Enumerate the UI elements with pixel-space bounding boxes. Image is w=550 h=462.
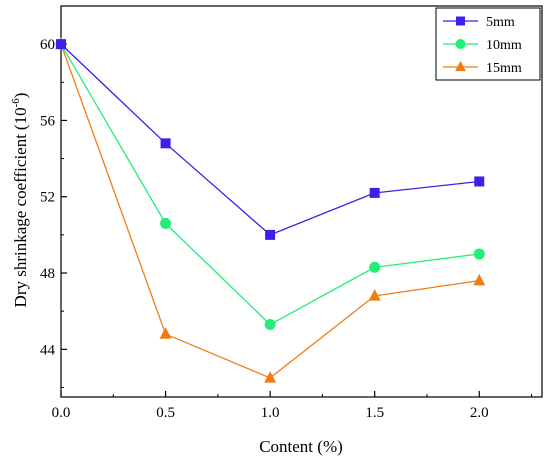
series-10mm [55, 38, 485, 331]
legend-label-10mm: 10mm [486, 38, 522, 53]
data-point-10mm [160, 217, 172, 229]
x-axis-title: Content (%) [259, 437, 343, 456]
y-tick-label: 52 [40, 190, 55, 206]
x-tick-label: 0.0 [52, 405, 71, 421]
data-point-10mm [264, 319, 276, 331]
data-point-5mm [369, 187, 380, 198]
data-point-15mm [159, 327, 172, 339]
series-layer [55, 37, 486, 383]
y-axis-title: Dry shrinkage coefficient (10-6) [10, 93, 30, 308]
data-point-15mm [368, 289, 381, 301]
legend-marker-10mm [455, 39, 466, 49]
y-axis-ticks: 44 48 52 56 60 [40, 5, 67, 388]
data-point-15mm [264, 371, 277, 383]
legend-label-15mm: 15mm [486, 61, 522, 76]
data-point-5mm [56, 39, 66, 50]
data-point-5mm [265, 229, 276, 240]
legend-marker-5mm [456, 16, 465, 26]
x-tick-label: 0.5 [156, 405, 175, 421]
y-axis-title-unit: (10 [11, 107, 30, 130]
legend: 5mm 10mm 15mm [435, 7, 541, 81]
x-axis-ticks: 0.0 0.5 1.0 1.5 2.0 [52, 391, 533, 421]
data-point-15mm [473, 273, 486, 286]
legend-label-5mm: 5mm [486, 15, 515, 30]
legend-marker-15mm [455, 60, 466, 72]
y-tick-label: 48 [40, 266, 55, 282]
x-tick-label: 2.0 [470, 405, 489, 421]
plot-frame [60, 5, 543, 398]
data-point-5mm [474, 176, 485, 187]
y-tick-label: 44 [40, 342, 56, 358]
series-15mm [55, 37, 486, 383]
y-axis-title-unit-exponent: -6 [10, 98, 22, 108]
y-tick-label: 60 [40, 37, 55, 53]
data-point-10mm [369, 261, 381, 273]
data-point-10mm [473, 248, 485, 260]
series-5mm [56, 39, 485, 240]
series-line-5mm [60, 43, 480, 236]
y-axis-title-unit-close: ) [11, 93, 30, 99]
y-tick-label: 56 [40, 113, 56, 129]
series-line-10mm [60, 43, 480, 326]
x-tick-label: 1.5 [365, 405, 384, 421]
x-tick-label: 1.0 [261, 405, 280, 421]
data-point-5mm [160, 138, 171, 149]
y-axis-title-main: Dry shrinkage coefficient [11, 134, 30, 308]
